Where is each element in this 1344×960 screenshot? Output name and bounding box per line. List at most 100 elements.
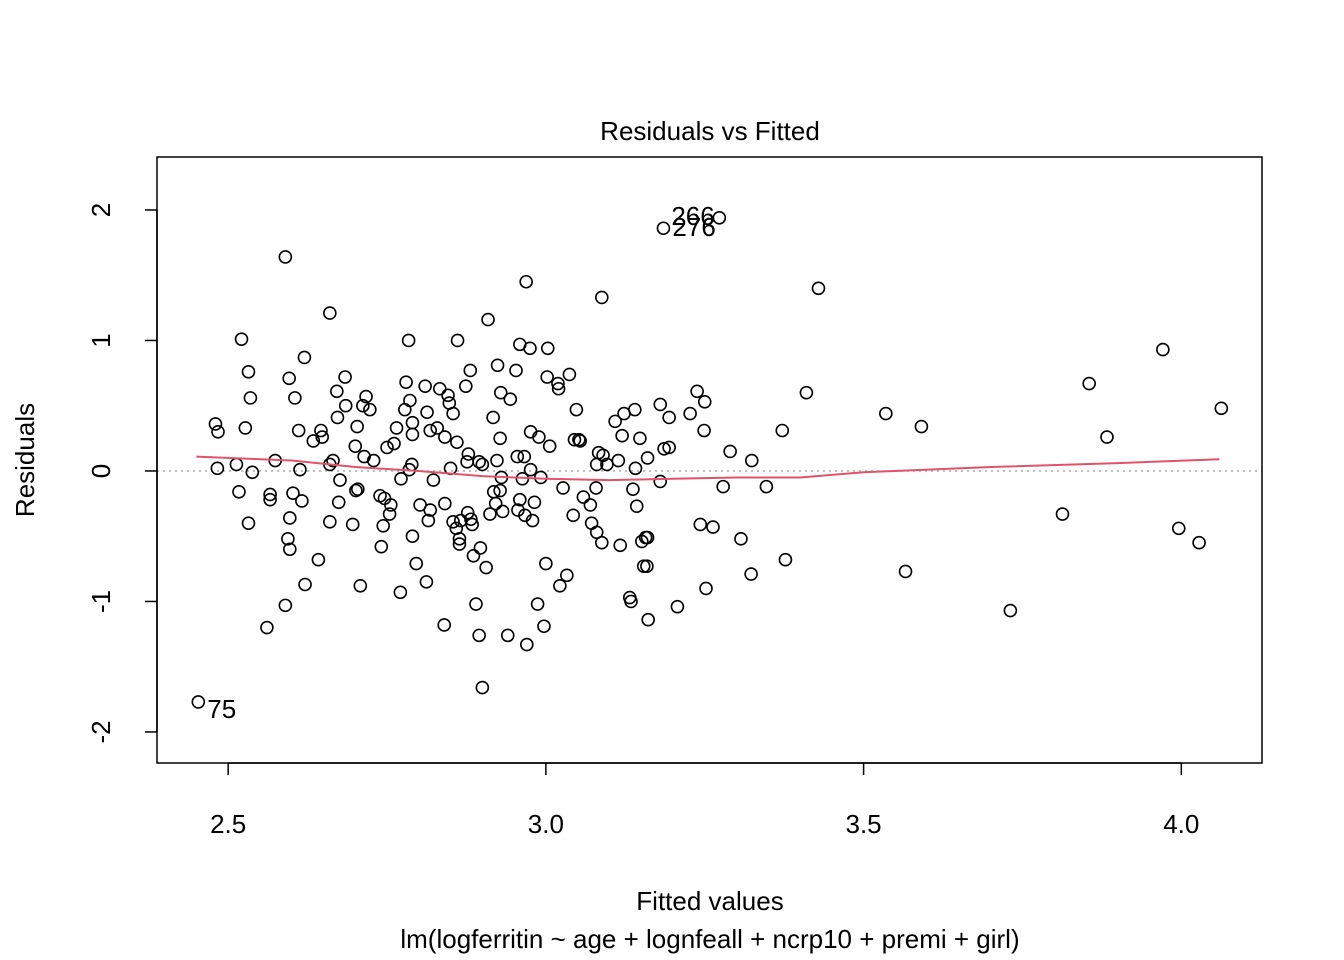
point (744, 453, 759, 468)
point (460, 505, 475, 520)
point (657, 441, 671, 456)
point (260, 620, 274, 635)
point (527, 495, 542, 510)
point (628, 402, 642, 417)
point (567, 432, 582, 447)
point (670, 599, 685, 614)
point (479, 560, 493, 575)
point (353, 578, 368, 593)
point (615, 428, 629, 443)
point (517, 449, 532, 464)
point (464, 512, 478, 527)
point (208, 417, 223, 431)
point (633, 431, 647, 446)
point (551, 381, 566, 396)
point (1214, 401, 1229, 416)
point (469, 597, 483, 611)
point (556, 481, 570, 495)
point (234, 332, 249, 346)
point (734, 532, 748, 546)
point (291, 423, 306, 438)
point (488, 496, 503, 511)
point (350, 419, 364, 434)
point (446, 515, 460, 529)
point (380, 440, 394, 455)
point (562, 367, 577, 382)
y-tick-label: 1 (86, 333, 116, 347)
point (409, 556, 424, 571)
y-axis-label: Residuals (10, 403, 40, 517)
point (356, 398, 370, 413)
point (282, 371, 296, 386)
point (405, 529, 420, 544)
point (539, 556, 553, 571)
point (293, 462, 307, 477)
point (421, 513, 436, 528)
point (486, 410, 500, 425)
x-tick-label: 2.5 (210, 809, 246, 839)
point (572, 432, 586, 447)
point (349, 483, 363, 498)
point (374, 539, 389, 554)
point (241, 364, 256, 379)
point (330, 410, 345, 425)
point (611, 453, 626, 468)
point (348, 439, 363, 453)
x-tick-label: 3.5 (846, 809, 882, 839)
point (490, 358, 505, 373)
point (437, 618, 452, 632)
point (393, 585, 408, 600)
point (423, 503, 438, 517)
point (493, 483, 507, 498)
point (330, 384, 344, 399)
point (426, 473, 441, 487)
point (500, 628, 515, 643)
point (463, 363, 478, 378)
point (490, 453, 504, 468)
point (690, 384, 704, 399)
point (326, 453, 340, 468)
point (241, 516, 256, 530)
point (278, 598, 293, 613)
point (520, 637, 534, 652)
subtitle: lm(logferritin ~ age + lognfeall + ncrp1… (400, 924, 1019, 954)
point-label: 276 (672, 212, 715, 242)
point (573, 434, 587, 448)
point (366, 453, 381, 468)
point (723, 444, 737, 459)
point (775, 423, 790, 438)
point (461, 447, 476, 461)
point (493, 431, 507, 446)
point (314, 423, 328, 438)
point (345, 517, 360, 532)
point (389, 421, 404, 435)
point (446, 406, 460, 421)
point (744, 567, 758, 581)
point (811, 281, 826, 296)
point (799, 385, 814, 400)
point (519, 274, 533, 289)
point (495, 504, 510, 519)
point (263, 487, 277, 502)
point (306, 434, 321, 448)
point-label: 266 (671, 201, 714, 231)
point (481, 312, 495, 327)
y-tick-label: 0 (86, 464, 116, 478)
point (191, 695, 206, 709)
point (438, 430, 452, 444)
point (662, 410, 676, 425)
point (465, 517, 479, 532)
point (359, 389, 373, 404)
point (1082, 376, 1096, 391)
point (238, 421, 253, 435)
point (278, 250, 293, 264)
point (399, 375, 413, 390)
point (475, 457, 490, 472)
point (513, 492, 527, 507)
point (879, 406, 893, 421)
point (288, 391, 302, 405)
point (387, 436, 401, 451)
point (315, 430, 330, 444)
